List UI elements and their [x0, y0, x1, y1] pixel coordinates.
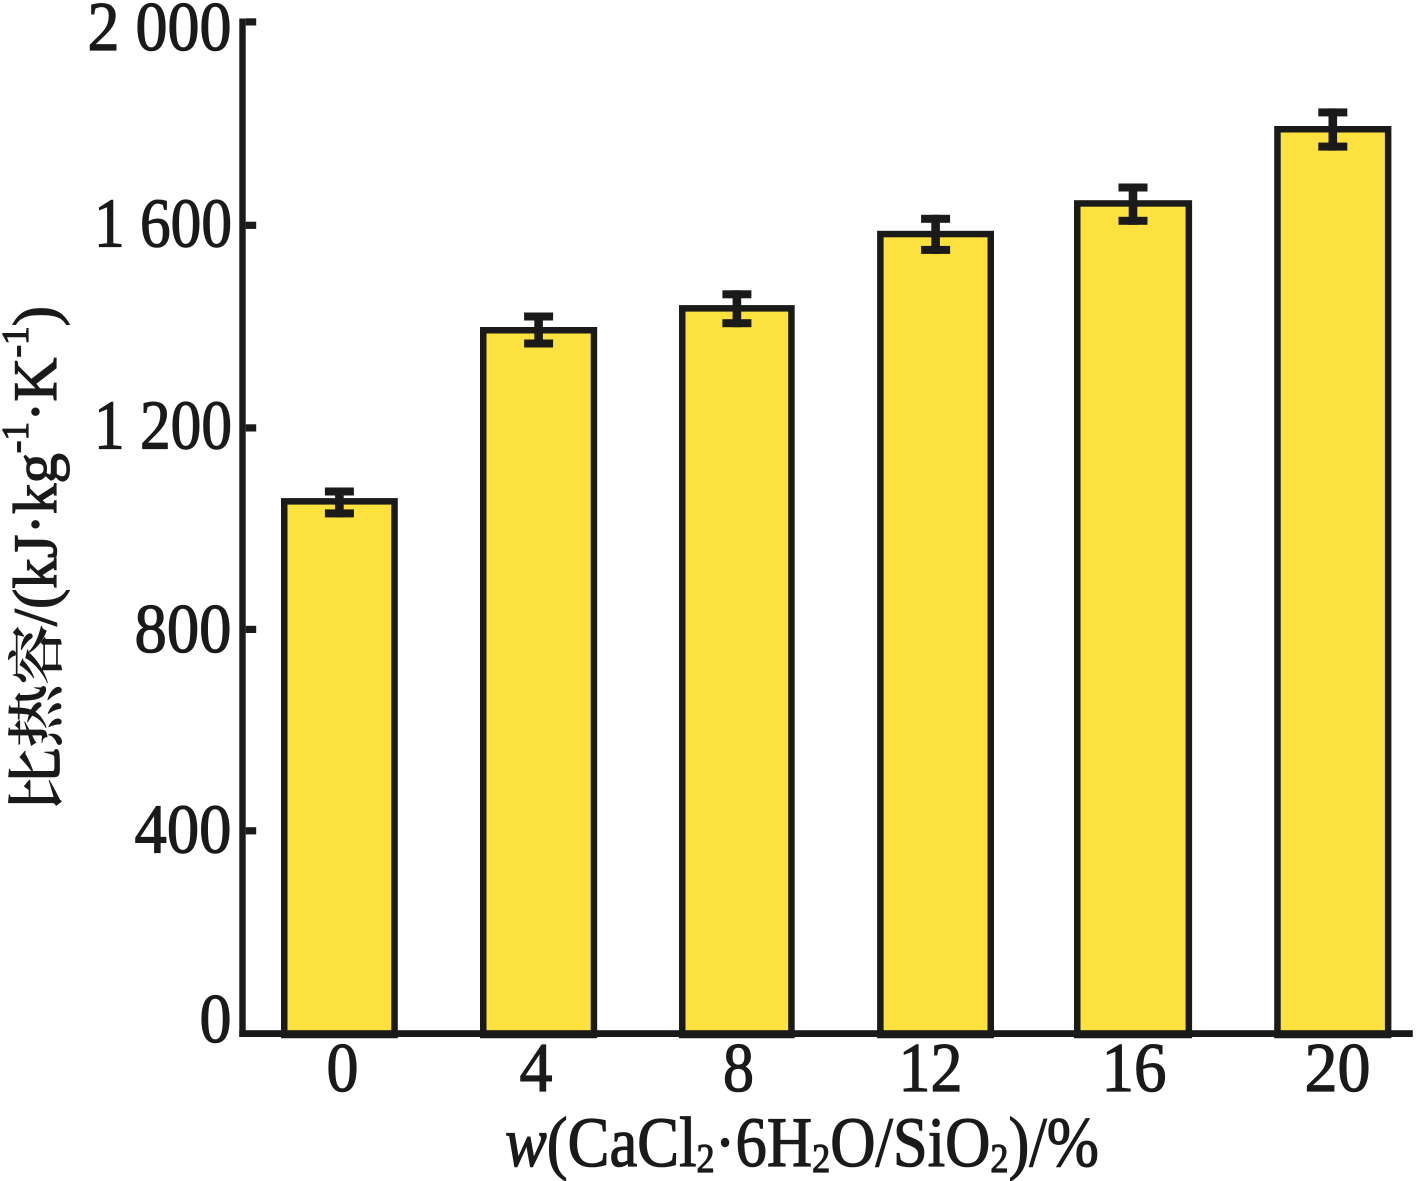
svg-text:2 000: 2 000	[88, 0, 232, 66]
svg-text:400: 400	[135, 792, 232, 869]
svg-text:16: 16	[1102, 1030, 1167, 1107]
svg-text:0: 0	[327, 1030, 359, 1107]
svg-text:/(kJ·kg-1·K-1): /(kJ·kg-1·K-1)	[0, 306, 70, 626]
svg-text:8: 8	[723, 1030, 754, 1107]
svg-text:800: 800	[135, 591, 232, 668]
svg-text:1 600: 1 600	[94, 185, 232, 262]
svg-text:0: 0	[200, 981, 232, 1058]
svg-text:1 200: 1 200	[94, 387, 232, 464]
svg-text:4: 4	[520, 1030, 553, 1107]
svg-text:12: 12	[899, 1030, 963, 1107]
svg-text:w(CaCl2·6H2O/SiO2)/%: w(CaCl2·6H2O/SiO2)/%	[505, 1104, 1099, 1181]
svg-text:20: 20	[1305, 1030, 1371, 1107]
